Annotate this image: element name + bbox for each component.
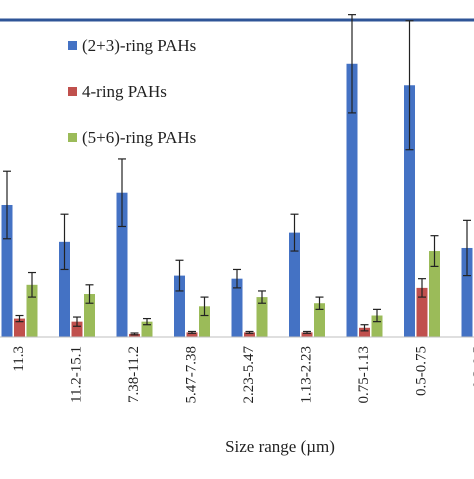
error-bar-6-2 [373,308,381,323]
error-bar-8-0 [463,219,471,277]
legend: (2+3)-ring PAHs 4-ring PAHs (5+6)-ring PAH… [68,36,196,147]
error-bar-2-2 [143,317,151,326]
bar-1-1 [71,321,83,337]
legend-swatch [68,41,77,50]
x-tick-label: 7.38-11.2 [126,346,142,403]
bar-1-2 [84,294,95,337]
error-bar-7-0 [405,20,414,151]
bar-5-1 [301,332,313,337]
error-bar-4-1 [245,330,254,334]
bar-1-0 [59,241,70,337]
bar-0-2 [26,284,38,337]
error-bar-2-0 [118,158,126,228]
error-bar-1-2 [85,284,94,304]
error-bar-3-0 [175,259,184,292]
error-bar-5-0 [290,213,299,252]
error-bar-3-1 [188,330,196,334]
legend-label: 4-ring PAHs [82,82,167,101]
x-tick-label: 2.23-5.47 [241,346,257,404]
legend-label: (5+6)-ring PAHs [82,128,196,147]
error-bar-2-1 [130,332,139,336]
bar-3-0 [174,275,185,337]
error-bar-4-2 [258,290,266,304]
bar-6-1 [359,327,370,337]
error-bar-0-0 [3,170,11,240]
x-tick-label: 0.3-0.5 [471,346,474,389]
bar-4-2 [256,297,268,337]
legend-swatch [68,133,77,142]
bar-5-2 [314,303,325,337]
bar-0-1 [14,318,25,337]
error-bar-6-0 [348,14,356,114]
bars [1,14,473,338]
error-bar-0-1 [15,314,24,323]
bar-5-0 [289,232,300,337]
error-bar-3-2 [200,296,209,317]
bar-3-1 [186,332,198,337]
error-bar-5-2 [315,296,324,310]
error-bar-0-2 [28,271,36,298]
x-axis-title: Size range (µm) [225,437,335,456]
legend-label: (2+3)-ring PAHs [82,36,196,55]
bar-7-2 [429,251,440,337]
bar-7-1 [416,287,428,337]
error-bar-7-1 [418,278,426,298]
x-tick-label: 0.5-0.75 [414,346,430,396]
error-bar-1-1 [73,316,81,327]
error-bar-6-1 [360,324,369,332]
legend-swatch [68,87,77,96]
bar-4-0 [231,278,243,337]
bar-6-2 [371,315,383,337]
bar-0-0 [1,204,13,337]
bar-2-0 [116,192,128,337]
error-bar-1-0 [60,213,69,271]
x-tick-label: 11.3 [11,346,27,372]
error-bar-7-2 [430,235,439,267]
x-tick-label: 11.2-15.1 [69,346,85,403]
bar-3-2 [199,306,210,337]
bar-8-0 [461,247,473,337]
error-bar-4-0 [233,268,241,289]
bar-4-1 [244,332,255,337]
x-tick-label: 1.13-2.23 [299,346,315,404]
x-tick-label: 0.75-1.13 [356,346,372,404]
bar-6-0 [346,63,358,338]
bar-2-1 [129,333,140,337]
bar-2-2 [141,321,153,337]
bar-7-0 [404,85,415,337]
x-tick-labels: 11.3 11.2-15.1 7.38-11.2 5.47-7.38 2.23-5.47… [11,346,474,404]
x-tick-label: 5.47-7.38 [184,346,200,404]
error-bar-5-1 [303,330,311,334]
